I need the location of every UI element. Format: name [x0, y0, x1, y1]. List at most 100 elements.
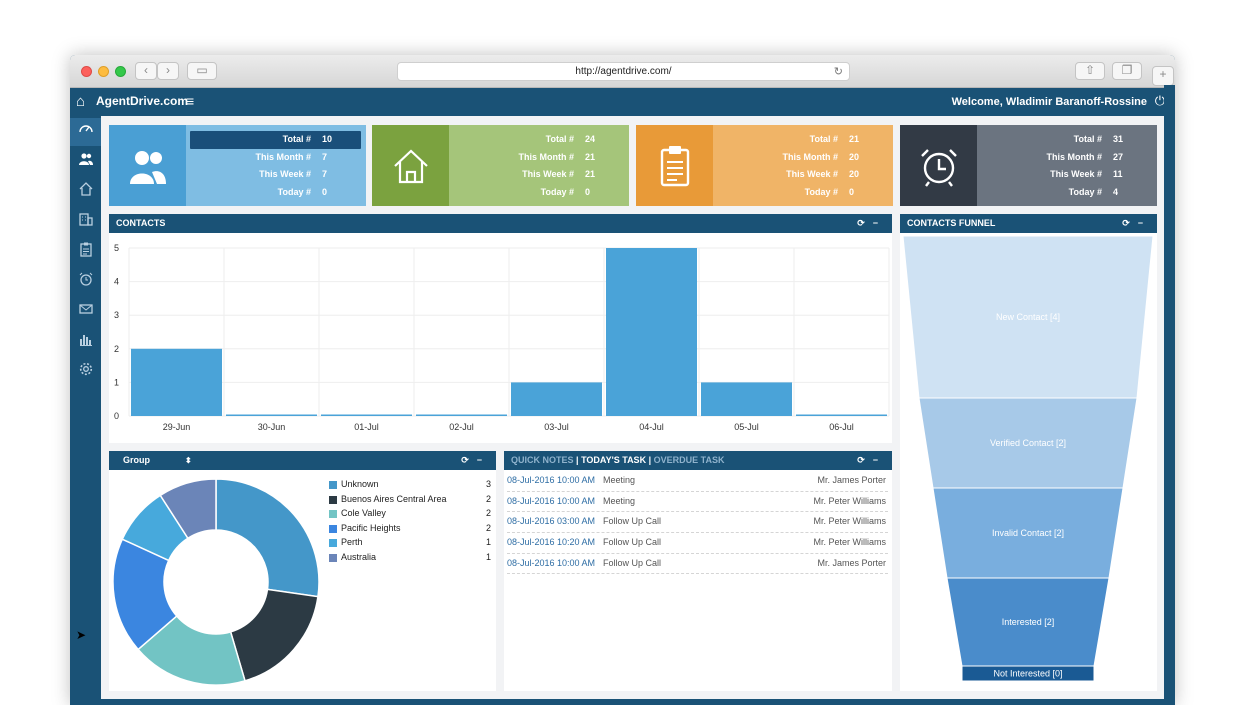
bar-30-Jun	[226, 414, 317, 416]
back-icon[interactable]: ‹	[135, 62, 157, 80]
sidebar-item-contacts[interactable]	[70, 148, 101, 176]
refresh-icon[interactable]: ⟳	[1122, 218, 1138, 228]
stat-card[interactable]: Total # 24 This Month # 21 This Week # 21 Toda…	[372, 125, 629, 206]
share-icon[interactable]: ⇧	[1075, 62, 1105, 80]
sidebar-item-settings[interactable]	[70, 358, 101, 386]
stat-card[interactable]: Total # 10 This Month # 7 This Week # 7 Today …	[109, 125, 366, 206]
stat-today-row: Today # 4	[977, 184, 1157, 202]
legend-count: 3	[485, 479, 491, 489]
stat-this-month-label: This Month #	[255, 151, 312, 162]
stat-total-row: Total # 10	[190, 131, 361, 149]
stat-this-week-row: This Week # 21	[449, 166, 629, 184]
window-scrollbar[interactable]	[1164, 85, 1175, 705]
bar-05-Jul	[701, 382, 792, 416]
legend-item[interactable]: Buenos Aires Central Area 2	[329, 494, 491, 509]
bar-02-Jul	[416, 414, 507, 416]
tab-todays-task[interactable]: TODAY'S TASK	[581, 455, 647, 465]
task-type: Meeting	[603, 495, 636, 506]
x-tick-label: 06-Jul	[829, 422, 854, 432]
legend-item[interactable]: Australia 1	[329, 552, 491, 567]
x-tick-label: 30-Jun	[258, 422, 286, 432]
task-datetime[interactable]: 08-Jul-2016 10:00 AM	[507, 495, 596, 506]
minimize-icon[interactable]: −	[872, 218, 886, 228]
task-datetime[interactable]: 08-Jul-2016 10:20 AM	[507, 537, 596, 548]
stat-total-value: 24	[585, 134, 596, 144]
stat-this-week-row: This Week # 20	[713, 166, 893, 184]
power-logout-icon[interactable]: ⏻	[1154, 93, 1165, 108]
legend-item[interactable]: Pacific Heights 2	[329, 523, 491, 538]
donut-slice-australia[interactable]	[159, 478, 217, 540]
refresh-icon[interactable]: ⟳	[857, 218, 873, 228]
stat-card[interactable]: Total # 31 This Month # 27 This Week # 11 Toda…	[900, 125, 1157, 206]
brand-logo[interactable]: ⌂ AgentDrive.com	[76, 93, 188, 110]
refresh-icon[interactable]: ⟳	[461, 455, 477, 465]
legend-item[interactable]: Cole Valley 2	[329, 508, 491, 523]
legend-swatch	[329, 510, 337, 519]
group-select[interactable]: Group	[123, 455, 150, 465]
minimize-icon[interactable]: −	[1137, 218, 1151, 228]
hamburger-menu-icon[interactable]: ≡	[186, 93, 195, 109]
sort-icon[interactable]: ⬍	[185, 456, 192, 465]
task-datetime[interactable]: 08-Jul-2016 10:00 AM	[507, 475, 596, 485]
tab-separator: |	[648, 455, 652, 465]
reload-icon[interactable]: ↻	[833, 66, 843, 78]
donut-slice-buenos-aires-central-area[interactable]	[229, 588, 319, 682]
maximize-window-button[interactable]	[115, 66, 126, 77]
sidebar-item-dashboard[interactable]	[70, 118, 101, 146]
tab-overdue-task[interactable]: OVERDUE TASK	[653, 455, 725, 465]
funnel-stage[interactable]	[961, 665, 1095, 682]
minimize-icon[interactable]: −	[872, 455, 886, 465]
group-panel: Group ⬍ ⟳− Unknown 3 Buenos Aires Central …	[109, 451, 496, 691]
legend-swatch	[329, 539, 337, 548]
task-datetime[interactable]: 08-Jul-2016 03:00 AM	[507, 516, 596, 527]
task-row[interactable]: 08-Jul-2016 10:00 AM Follow Up Call Mr. Ja…	[507, 554, 888, 575]
users-icon	[78, 153, 93, 165]
legend-count: 1	[485, 552, 491, 562]
task-row[interactable]: 08-Jul-2016 03:00 AM Follow Up Call Mr. Pe…	[507, 512, 888, 534]
tab-quick-notes[interactable]: QUICK NOTES	[511, 455, 574, 465]
task-row[interactable]: 08-Jul-2016 10:00 AM Meeting Mr. James Por…	[507, 471, 888, 492]
stat-total-row: Total # 21	[713, 131, 893, 149]
new-tab-icon[interactable]: +	[1152, 66, 1174, 86]
task-person: Mr. James Porter	[817, 475, 886, 485]
task-datetime[interactable]: 08-Jul-2016 10:00 AM	[507, 557, 596, 568]
sidebar-item-reminders[interactable]	[70, 268, 101, 296]
forward-icon[interactable]: ›	[157, 62, 179, 80]
x-tick-label: 29-Jun	[163, 422, 191, 432]
minimize-icon[interactable]: −	[476, 455, 490, 465]
refresh-icon[interactable]: ⟳	[857, 455, 873, 465]
close-window-button[interactable]	[81, 66, 92, 77]
stat-this-week-label: This Week #	[259, 169, 311, 179]
sidebar-item-properties[interactable]	[70, 178, 101, 206]
sidebar-item-mail[interactable]	[70, 298, 101, 326]
bar-06-Jul	[796, 414, 887, 416]
stat-this-week-row: This Week # 7	[186, 166, 366, 184]
url-text: http://agentdrive.com/	[575, 66, 672, 77]
legend-label: Perth	[341, 537, 363, 548]
sidebar-item-tasks[interactable]	[70, 238, 101, 266]
stat-today-row: Today # 0	[449, 184, 629, 202]
stat-today-label: Today #	[540, 186, 574, 197]
group-donut-chart	[112, 478, 320, 686]
stat-values: Total # 21 This Month # 20 This Week # 20 Toda…	[713, 125, 893, 206]
address-bar[interactable]: http://agentdrive.com/ ↻	[397, 62, 850, 81]
stat-card[interactable]: Total # 21 This Month # 20 This Week # 20 Toda…	[636, 125, 893, 206]
stat-values: Total # 31 This Month # 27 This Week # 11 Toda…	[977, 125, 1157, 206]
task-row[interactable]: 08-Jul-2016 10:20 AM Follow Up Call Mr. Pe…	[507, 533, 888, 554]
minimize-window-button[interactable]	[98, 66, 109, 77]
legend-item[interactable]: Perth 1	[329, 537, 491, 552]
sidebar-item-buildings[interactable]	[70, 208, 101, 236]
legend-label: Buenos Aires Central Area	[341, 493, 447, 504]
sidebar-item-reports[interactable]	[70, 328, 101, 356]
sidebar	[70, 116, 101, 705]
task-row[interactable]: 08-Jul-2016 10:00 AM Meeting Mr. Peter Wil…	[507, 492, 888, 513]
task-type: Follow Up Call	[603, 516, 662, 527]
legend-item[interactable]: Unknown 3	[329, 479, 491, 494]
stat-this-week-value: 21	[585, 169, 596, 179]
donut-slice-unknown[interactable]	[215, 478, 320, 598]
tabs-overview-icon[interactable]: ❐	[1112, 62, 1142, 80]
stat-this-week-label: This Week #	[1050, 169, 1102, 179]
y-tick-label: 0	[114, 411, 119, 421]
sidebar-toggle-icon[interactable]: ▭	[187, 62, 217, 80]
stat-this-month-label: This Month #	[782, 151, 839, 162]
